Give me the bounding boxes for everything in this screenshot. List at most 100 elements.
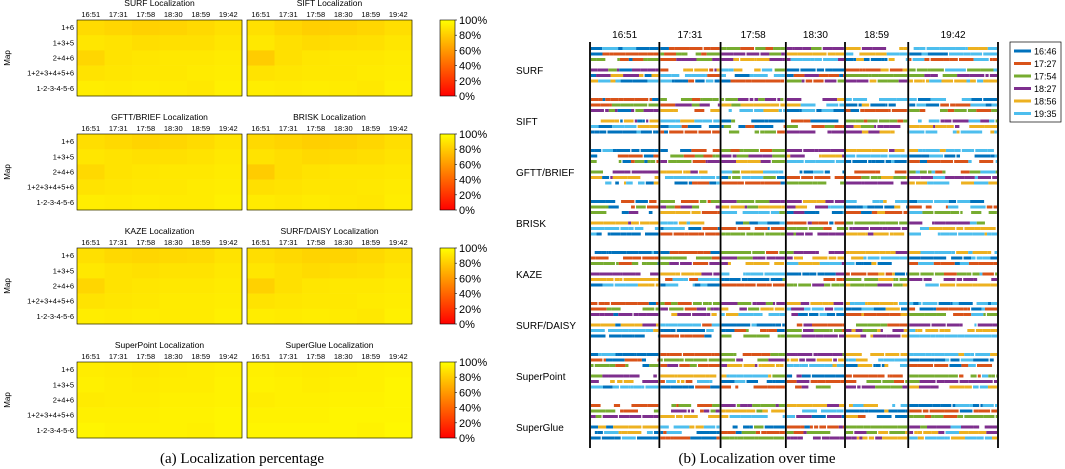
timeline-segment: [701, 52, 707, 56]
timeline-segment: [900, 154, 908, 158]
timeline-segment: [984, 307, 997, 311]
timeline-segment: [602, 149, 613, 152]
timeline-segment: [979, 272, 983, 276]
timeline-segment: [892, 404, 896, 407]
heatmap-cell: [329, 407, 358, 424]
timeline-segment: [866, 329, 878, 332]
timeline-segment: [708, 358, 720, 362]
timeline-segment: [886, 52, 900, 56]
timeline-segment: [594, 149, 602, 152]
timeline-segment: [846, 221, 854, 225]
timeline-segment: [926, 103, 940, 107]
timeline-segment: [968, 262, 979, 265]
timeline-segment: [683, 68, 687, 72]
timeline-segment: [715, 409, 719, 413]
timeline-segment: [715, 205, 720, 209]
timeline-segment: [772, 154, 785, 158]
timeline-segment: [760, 160, 771, 163]
timeline-segment: [621, 200, 635, 203]
timeline-segment: [922, 302, 938, 305]
timeline-segment: [872, 200, 880, 203]
timeline-segment: [925, 149, 940, 152]
timeline-segment: [689, 278, 699, 281]
timeline-segment: [928, 170, 932, 174]
timeline-segment: [608, 205, 619, 209]
timeline-segment: [755, 200, 770, 203]
timeline-segment: [591, 79, 599, 83]
timeline-segment: [591, 380, 599, 383]
timeline-segment: [767, 221, 780, 225]
timeline-segment: [846, 149, 857, 152]
timeline-segment: [591, 353, 599, 356]
timeline-segment: [992, 176, 997, 179]
heatmap-cell: [247, 407, 275, 424]
timeline-segment: [752, 404, 761, 407]
timeline-segment: [802, 272, 810, 276]
timeline-segment: [690, 436, 702, 440]
timeline-segment: [846, 68, 860, 72]
timeline-segment: [769, 232, 781, 236]
timeline-segment: [713, 307, 719, 311]
timeline-segment: [689, 47, 703, 50]
timeline-segment: [765, 232, 770, 236]
heatmap-cell: [384, 422, 413, 439]
heatmap-cell: [384, 80, 413, 97]
timeline-segment: [893, 380, 905, 383]
timeline-segment: [786, 425, 801, 429]
timeline-segment: [979, 334, 992, 338]
heatmap-cell: [132, 308, 160, 325]
timeline-segment: [943, 415, 958, 418]
timeline-segment: [846, 436, 852, 440]
timeline-segment: [810, 380, 818, 383]
timeline-segment: [963, 52, 971, 56]
method-group: GFTT/BRIEF: [516, 149, 997, 185]
timeline-segment: [989, 74, 997, 77]
timeline-segment: [942, 170, 946, 174]
timeline-segment: [842, 278, 844, 281]
timeline-segment: [934, 200, 949, 203]
timeline-segment: [716, 181, 720, 185]
timeline-segment: [753, 385, 768, 389]
timeline-segment: [653, 409, 659, 413]
timeline-segment: [640, 130, 649, 134]
timeline-segment: [784, 329, 785, 332]
timeline-segment: [769, 307, 774, 311]
heatmap-cell: [187, 407, 215, 424]
timeline-segment: [888, 109, 891, 112]
timeline-segment: [813, 329, 830, 332]
timeline-segment: [934, 251, 939, 254]
timeline-segment: [730, 205, 745, 209]
timeline-segment: [721, 415, 729, 418]
timeline-segment: [786, 374, 793, 378]
timeline-segment: [875, 160, 885, 163]
timeline-segment: [882, 425, 898, 429]
x-tick-label: 18:30: [164, 124, 183, 133]
timeline-segment: [630, 385, 634, 389]
heatmap-cell: [159, 35, 188, 51]
timeline-segment: [879, 221, 886, 225]
timeline-segment: [797, 353, 813, 356]
heatmap-cell: [77, 308, 105, 325]
timeline-segment: [862, 68, 866, 72]
timeline-segment: [984, 232, 988, 236]
timeline-segment: [728, 109, 732, 112]
timeline-segment: [660, 170, 667, 174]
colorbar: [439, 361, 456, 439]
timeline-segment: [977, 323, 993, 327]
timeline-segment: [779, 221, 785, 225]
timeline-segment: [803, 149, 815, 152]
timeline-segment: [991, 109, 997, 112]
x-tick-label: 17:58: [136, 124, 155, 133]
heatmap-cell: [132, 65, 160, 82]
heatmap-cell: [187, 134, 215, 150]
x-tick-label: 18:30: [334, 124, 353, 133]
timeline-segment: [699, 200, 707, 203]
timeline-segment: [924, 313, 937, 316]
timeline-segment: [922, 79, 925, 83]
timeline-segment: [591, 98, 599, 101]
timeline-segment: [703, 154, 713, 158]
timeline-segment: [985, 103, 992, 107]
timeline-segment: [992, 323, 997, 327]
timeline-segment: [884, 58, 888, 61]
timeline-segment: [972, 272, 980, 276]
